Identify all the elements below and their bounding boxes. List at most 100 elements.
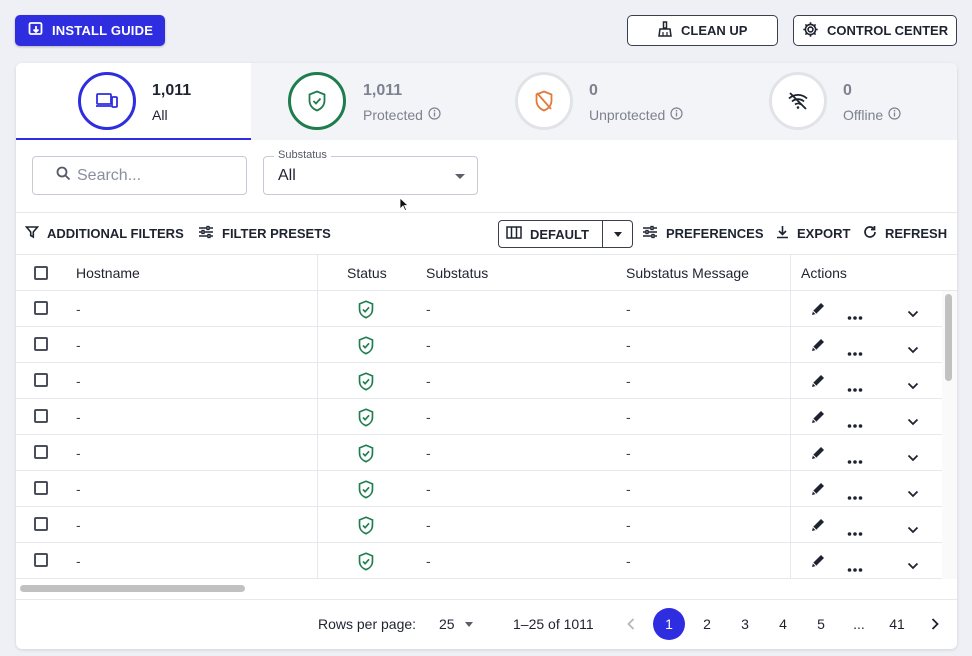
row-checkbox[interactable]: [34, 337, 48, 351]
previous-page-button[interactable]: [615, 608, 647, 640]
edit-pencil-icon[interactable]: [810, 337, 826, 356]
table-row[interactable]: ---: [16, 543, 942, 579]
row-checkbox[interactable]: [34, 445, 48, 459]
expand-row-chevron-icon[interactable]: [907, 485, 919, 501]
table-row[interactable]: ---: [16, 507, 942, 543]
page-range: 1–25 of 1011: [513, 616, 594, 632]
row-checkbox[interactable]: [34, 373, 48, 387]
column-divider: [790, 255, 791, 291]
page-button[interactable]: 2: [703, 616, 711, 632]
table-toolbar: ADDITIONAL FILTERS FILTER PRESETS DEFAUL…: [16, 212, 957, 254]
search-input[interactable]: Search...: [32, 156, 247, 195]
row-checkbox[interactable]: [34, 481, 48, 495]
row-checkbox[interactable]: [34, 409, 48, 423]
info-icon[interactable]: [428, 107, 441, 123]
clean-up-button[interactable]: CLEAN UP: [627, 15, 778, 46]
select-all-checkbox[interactable]: [34, 266, 48, 280]
more-options-icon[interactable]: [847, 523, 863, 539]
hostname-cell: -: [76, 445, 81, 461]
column-header-substatus[interactable]: Substatus: [426, 265, 489, 281]
stat-tab-offline[interactable]: 0 Offline: [722, 63, 957, 140]
edit-pencil-icon[interactable]: [810, 373, 826, 392]
row-checkbox[interactable]: [34, 517, 48, 531]
substatus-message-cell: -: [626, 481, 631, 497]
expand-row-chevron-icon[interactable]: [907, 377, 919, 393]
more-options-icon[interactable]: [847, 379, 863, 395]
table-row[interactable]: ---: [16, 363, 942, 399]
expand-row-chevron-icon[interactable]: [907, 413, 919, 429]
more-options-icon[interactable]: [847, 415, 863, 431]
row-checkbox[interactable]: [34, 553, 48, 567]
export-button[interactable]: EXPORT: [776, 225, 850, 242]
additional-filters-button[interactable]: ADDITIONAL FILTERS: [24, 225, 184, 242]
next-page-button[interactable]: [919, 608, 951, 640]
stat-label: Protected: [363, 107, 441, 123]
horizontal-scrollbar-thumb[interactable]: [20, 585, 245, 592]
more-options-icon[interactable]: [847, 451, 863, 467]
edit-pencil-icon[interactable]: [810, 481, 826, 500]
protected-shield-icon: [357, 552, 375, 574]
edit-pencil-icon[interactable]: [810, 445, 826, 464]
more-options-icon[interactable]: [847, 559, 863, 575]
more-options-icon[interactable]: [847, 343, 863, 359]
status-summary: 1,011 All 1,011 Protected 0 Unprotected: [16, 63, 957, 140]
info-icon[interactable]: [670, 107, 683, 123]
stat-tab-protected[interactable]: 1,011 Protected: [251, 63, 487, 140]
edit-pencil-icon[interactable]: [810, 409, 826, 428]
more-options-icon[interactable]: [847, 307, 863, 323]
table-row[interactable]: ---: [16, 471, 942, 507]
stat-tab-all[interactable]: 1,011 All: [16, 63, 251, 140]
table-row[interactable]: ---: [16, 435, 942, 471]
table-row[interactable]: ---: [16, 399, 942, 435]
column-divider[interactable]: [317, 255, 318, 291]
gear-icon: [802, 21, 819, 41]
expand-row-chevron-icon[interactable]: [907, 557, 919, 573]
column-header-status[interactable]: Status: [347, 265, 387, 281]
hostname-cell: -: [76, 481, 81, 497]
expand-row-chevron-icon[interactable]: [907, 449, 919, 465]
expand-row-chevron-icon[interactable]: [907, 341, 919, 357]
hostname-cell: -: [76, 517, 81, 533]
refresh-button[interactable]: REFRESH: [863, 225, 947, 242]
substatus-select[interactable]: Substatus All: [263, 149, 478, 195]
download-icon: [776, 225, 789, 242]
substatus-message-cell: -: [626, 301, 631, 317]
more-options-icon[interactable]: [847, 487, 863, 503]
substatus-message-cell: -: [626, 445, 631, 461]
edit-pencil-icon[interactable]: [810, 301, 826, 320]
table-row[interactable]: ---: [16, 291, 942, 327]
page-button[interactable]: 3: [741, 616, 749, 632]
filter-presets-button[interactable]: FILTER PRESETS: [198, 225, 331, 242]
substatus-cell: -: [426, 409, 431, 425]
column-header-hostname[interactable]: Hostname: [76, 265, 140, 281]
filter-icon: [24, 225, 40, 242]
hostname-cell: -: [76, 373, 81, 389]
wifi-off-icon: [769, 72, 827, 130]
stat-count: 0: [589, 82, 598, 99]
preferences-button[interactable]: PREFERENCES: [642, 225, 764, 242]
view-dropdown-button[interactable]: [603, 221, 632, 247]
page-button[interactable]: 5: [817, 616, 825, 632]
row-checkbox[interactable]: [34, 301, 48, 315]
page-button[interactable]: 4: [779, 616, 787, 632]
info-icon[interactable]: [888, 107, 901, 123]
chevron-right-icon: [931, 618, 939, 630]
expand-row-chevron-icon[interactable]: [907, 521, 919, 537]
edit-pencil-icon[interactable]: [810, 553, 826, 572]
control-center-button[interactable]: CONTROL CENTER: [793, 15, 957, 46]
stat-tab-unprotected[interactable]: 0 Unprotected: [487, 63, 722, 140]
edit-pencil-icon[interactable]: [810, 517, 826, 536]
rows-per-page-select[interactable]: 25: [439, 616, 473, 632]
column-header-substatus-message[interactable]: Substatus Message: [626, 265, 749, 281]
default-view-button[interactable]: DEFAULT: [499, 221, 603, 247]
column-divider: [317, 291, 318, 579]
vertical-scrollbar-thumb[interactable]: [945, 294, 952, 381]
table-row[interactable]: ---: [16, 327, 942, 363]
install-guide-button[interactable]: INSTALL GUIDE: [15, 15, 165, 46]
page-ellipsis: ...: [853, 616, 865, 632]
expand-row-chevron-icon[interactable]: [907, 305, 919, 321]
page-button[interactable]: 41: [889, 616, 905, 632]
caret-down-icon: [613, 231, 622, 237]
page-button[interactable]: 1: [653, 608, 685, 640]
substatus-cell: -: [426, 445, 431, 461]
